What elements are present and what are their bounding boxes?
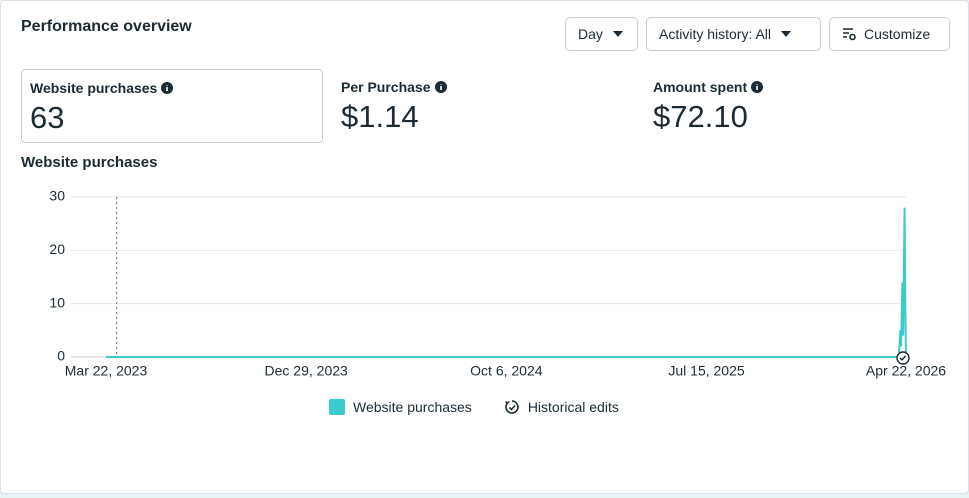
x-tick-label: Oct 6, 2024 bbox=[470, 363, 543, 379]
day-dropdown[interactable]: Day bbox=[565, 17, 638, 51]
caret bbox=[781, 31, 792, 37]
info-icon bbox=[751, 81, 764, 93]
metric-value: $72.10 bbox=[653, 99, 748, 134]
x-tick-label: Jul 15, 2025 bbox=[668, 363, 744, 379]
y-tick-label: 20 bbox=[49, 241, 65, 257]
metric-value: $1.14 bbox=[341, 99, 419, 134]
metric-card[interactable]: Website purchases 63 bbox=[21, 69, 323, 143]
metric-label: Website purchases bbox=[30, 80, 158, 96]
customize-icon bbox=[843, 28, 856, 41]
metric-value: 63 bbox=[30, 100, 65, 135]
chart: 0 10 20 30 Mar 22, 2023 Dec 29, 2023 Oct 6, 20… bbox=[49, 188, 946, 379]
legend-label: Historical edits bbox=[527, 399, 619, 415]
y-tick-label: 30 bbox=[49, 188, 65, 204]
legend-item[interactable]: Historical edits bbox=[504, 399, 619, 415]
legend-swatch bbox=[329, 399, 345, 415]
legend: Website purchases Historical edits bbox=[329, 399, 619, 415]
metric-label: Amount spent bbox=[653, 79, 748, 95]
x-tick-label: Apr 22, 2026 bbox=[866, 363, 946, 379]
chart-title: Website purchases bbox=[21, 154, 158, 171]
metric-label: Per Purchase bbox=[341, 79, 431, 95]
button-label: Customize bbox=[864, 26, 931, 42]
y-tick-label: 10 bbox=[49, 294, 65, 310]
activity-dropdown[interactable]: Activity history: All bbox=[646, 17, 821, 51]
data-line bbox=[106, 207, 907, 358]
button-label: Activity history: All bbox=[659, 26, 772, 42]
legend-item[interactable]: Website purchases bbox=[329, 399, 472, 415]
x-tick-label: Dec 29, 2023 bbox=[265, 363, 348, 379]
customize-button[interactable]: Customize bbox=[829, 17, 950, 51]
card-title: Performance overview bbox=[21, 18, 192, 35]
metric-card[interactable]: Amount spent $72.10 bbox=[645, 69, 947, 143]
caret bbox=[612, 31, 623, 37]
x-tick-label: Mar 22, 2023 bbox=[65, 363, 148, 379]
button-label: Day bbox=[578, 26, 603, 42]
metric-card[interactable]: Per Purchase $1.14 bbox=[333, 69, 635, 143]
info-icon bbox=[434, 81, 447, 93]
history-check bbox=[899, 355, 907, 362]
y-tick-label: 0 bbox=[57, 348, 65, 364]
legend-label: Website purchases bbox=[353, 399, 472, 415]
info-icon bbox=[161, 82, 174, 94]
history-icon bbox=[504, 400, 519, 414]
